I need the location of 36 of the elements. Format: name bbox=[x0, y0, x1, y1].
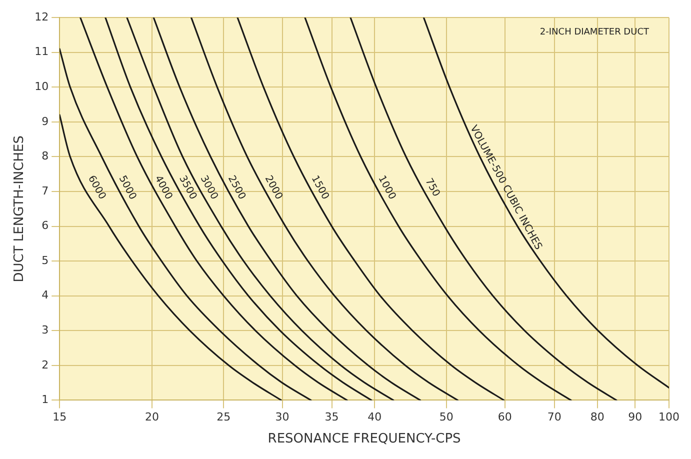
y-tick-label: 5 bbox=[42, 254, 49, 267]
y-tick-label: 4 bbox=[42, 288, 49, 302]
x-tick-label: 60 bbox=[498, 410, 512, 424]
y-tick-label: 10 bbox=[34, 80, 49, 94]
y-tick-label: 2 bbox=[42, 358, 49, 372]
y-tick-label: 8 bbox=[42, 150, 49, 163]
x-tick-label: 20 bbox=[145, 410, 160, 424]
y-tick-label: 3 bbox=[42, 323, 49, 336]
x-tick-label: 15 bbox=[52, 410, 67, 424]
text: 5000 bbox=[116, 174, 138, 202]
x-tick-label: 35 bbox=[324, 410, 339, 424]
x-tick-label: 25 bbox=[216, 410, 231, 424]
x-tick-label: 100 bbox=[658, 410, 680, 424]
x-tick-label: 90 bbox=[628, 410, 642, 424]
y-tick-label: 9 bbox=[42, 114, 49, 128]
text: 1500 bbox=[308, 174, 331, 202]
x-tick-label: 40 bbox=[368, 410, 382, 424]
text: 1000 bbox=[376, 174, 398, 202]
y-tick-label: 11 bbox=[34, 45, 49, 58]
x-tick-label: 30 bbox=[275, 410, 290, 424]
text: 2000 bbox=[262, 174, 284, 202]
y-tick-label: 1 bbox=[42, 393, 49, 406]
text: 6000 bbox=[86, 174, 108, 202]
y-tick-label: 12 bbox=[34, 10, 49, 24]
annotation: 2-INCH DIAMETER DUCT bbox=[540, 27, 650, 38]
x-tick-label: 80 bbox=[590, 410, 604, 424]
y-tick-label: 7 bbox=[42, 184, 49, 198]
text: 3000 bbox=[198, 174, 220, 202]
x-axis-title: RESONANCE FREQUENCY-CPS bbox=[268, 432, 461, 447]
x-tick-label: 50 bbox=[439, 410, 454, 424]
text: 750 bbox=[422, 176, 442, 199]
text: 4000 bbox=[152, 174, 174, 202]
y-axis-title: DUCT LENGTH-INCHES bbox=[12, 136, 28, 282]
y-tick-label: 6 bbox=[42, 219, 49, 232]
text: 2500 bbox=[226, 174, 248, 202]
x-tick-label: 70 bbox=[547, 410, 562, 424]
